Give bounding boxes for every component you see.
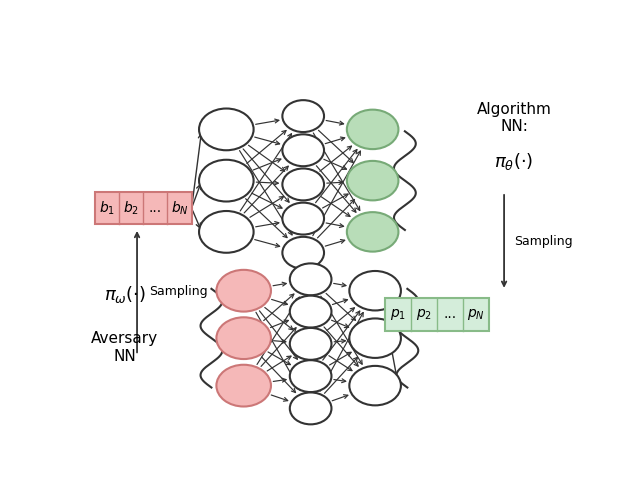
Text: $\pi_\omega(\cdot)$: $\pi_\omega(\cdot)$ (104, 284, 146, 305)
Text: $p_1$: $p_1$ (390, 307, 406, 322)
Circle shape (216, 270, 271, 312)
Text: $\pi_\theta(\cdot)$: $\pi_\theta(\cdot)$ (494, 151, 534, 172)
Text: ...: ... (148, 201, 162, 215)
Circle shape (216, 317, 271, 359)
Circle shape (290, 360, 332, 392)
Text: $p_N$: $p_N$ (467, 307, 485, 322)
Circle shape (199, 108, 253, 150)
Circle shape (282, 134, 324, 166)
Circle shape (199, 160, 253, 202)
FancyBboxPatch shape (385, 298, 489, 331)
Text: Aversary
NN: Aversary NN (91, 331, 158, 364)
Circle shape (290, 328, 332, 360)
Circle shape (347, 109, 399, 149)
Text: $b_2$: $b_2$ (123, 200, 139, 217)
Circle shape (290, 392, 332, 424)
Text: Sampling: Sampling (514, 235, 573, 248)
Circle shape (349, 271, 401, 311)
Text: $b_N$: $b_N$ (171, 200, 188, 217)
Circle shape (347, 161, 399, 200)
Text: Algorithm
NN:: Algorithm NN: (477, 102, 552, 134)
Circle shape (216, 365, 271, 407)
Circle shape (282, 100, 324, 132)
Circle shape (290, 263, 332, 295)
Circle shape (282, 169, 324, 200)
Text: $b_1$: $b_1$ (99, 200, 115, 217)
Circle shape (290, 296, 332, 327)
Circle shape (349, 318, 401, 358)
Circle shape (199, 211, 253, 253)
Text: $p_2$: $p_2$ (416, 307, 432, 322)
FancyBboxPatch shape (95, 192, 191, 224)
Circle shape (282, 203, 324, 235)
Circle shape (282, 237, 324, 269)
Circle shape (349, 366, 401, 405)
Text: Sampling: Sampling (150, 285, 208, 298)
Text: ...: ... (444, 308, 457, 321)
Circle shape (347, 212, 399, 251)
